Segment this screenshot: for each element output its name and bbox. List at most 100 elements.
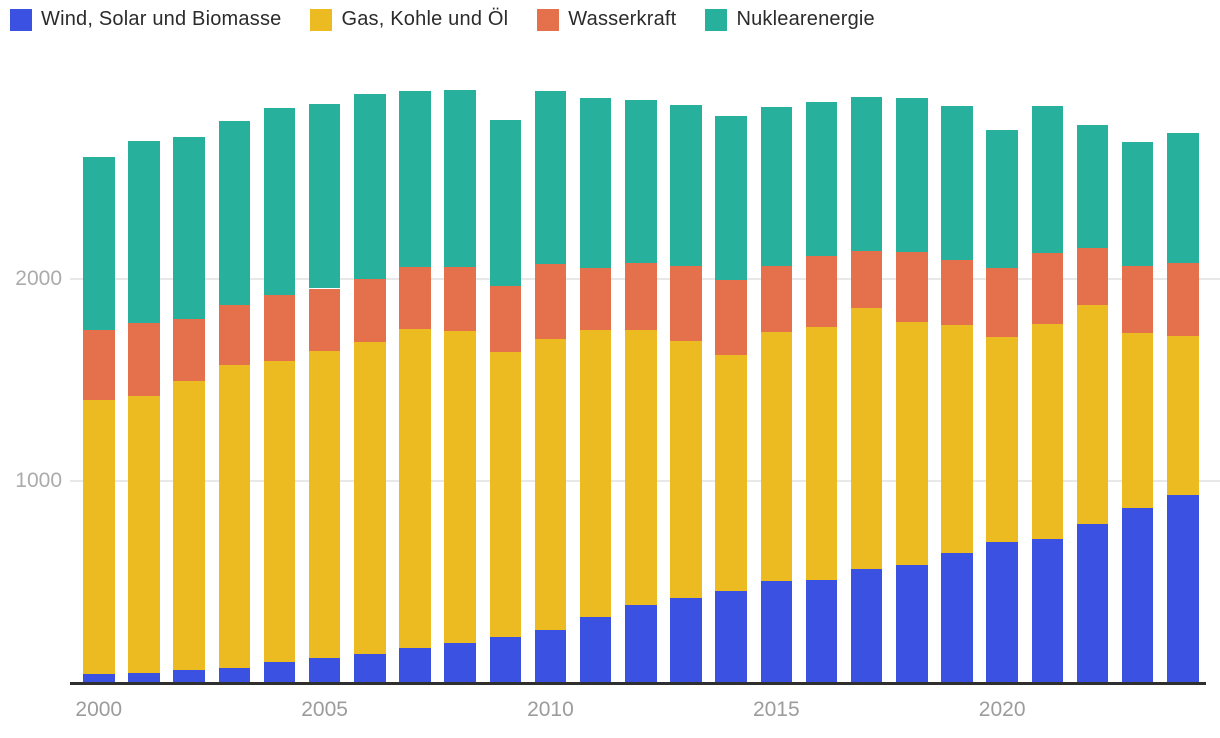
bar-segment[interactable] (850, 307, 883, 569)
bar-segment[interactable] (760, 581, 793, 683)
bar-segment[interactable] (489, 636, 522, 683)
legend-item-wasserkraft[interactable]: Wasserkraft (537, 8, 676, 31)
bar-segment[interactable] (1076, 304, 1109, 524)
bar-segment[interactable] (308, 351, 341, 658)
bar-segment[interactable] (941, 324, 973, 553)
bar-segment[interactable] (1121, 142, 1154, 267)
bar-segment[interactable] (715, 280, 747, 356)
bar-segment[interactable] (128, 396, 160, 673)
bar-segment[interactable] (1076, 248, 1109, 305)
bar-segment[interactable] (308, 288, 341, 352)
bar-segment[interactable] (805, 256, 838, 327)
bar-segment[interactable] (354, 653, 386, 683)
bar-segment[interactable] (896, 97, 928, 253)
bar-segment[interactable] (1031, 105, 1064, 254)
bar-segment[interactable] (308, 103, 341, 289)
bar-segment[interactable] (444, 267, 476, 331)
bar-segment[interactable] (444, 330, 476, 643)
bar-segment[interactable] (941, 260, 973, 325)
bar-segment[interactable] (625, 605, 657, 683)
bar-segment[interactable] (625, 99, 657, 264)
bar-segment[interactable] (670, 104, 702, 267)
bar-segment[interactable] (489, 286, 522, 353)
bar-segment[interactable] (399, 90, 431, 268)
bar-segment[interactable] (354, 93, 386, 280)
bar-segment[interactable] (715, 115, 747, 281)
bar-segment[interactable] (399, 328, 431, 648)
bar-segment[interactable] (805, 580, 838, 683)
bar-segment[interactable] (218, 667, 250, 683)
bar-segment[interactable] (263, 361, 296, 662)
bar-segment[interactable] (986, 130, 1018, 269)
bar-segment[interactable] (128, 141, 160, 323)
bar-segment[interactable] (760, 106, 793, 267)
bar-segment[interactable] (1031, 253, 1064, 324)
bar-segment[interactable] (1121, 266, 1154, 333)
bar-segment[interactable] (579, 617, 612, 683)
bar-segment[interactable] (534, 90, 567, 265)
bar-segment[interactable] (308, 657, 341, 683)
bar-segment[interactable] (218, 121, 250, 305)
legend-item-wind-solar-biomasse[interactable]: Wind, Solar und Biomasse (10, 8, 281, 31)
bar-segment[interactable] (625, 263, 657, 330)
legend-item-gas-kohle-oel[interactable]: Gas, Kohle und Öl (310, 8, 508, 31)
bar-segment[interactable] (1121, 332, 1154, 509)
bar-segment[interactable] (1167, 335, 1199, 496)
bar-segment[interactable] (850, 251, 883, 308)
bar-segment[interactable] (670, 266, 702, 341)
bar-segment[interactable] (263, 107, 296, 295)
bar-segment[interactable] (670, 598, 702, 683)
bar-segment[interactable] (489, 352, 522, 637)
bar-segment[interactable] (986, 268, 1018, 337)
bar-segment[interactable] (715, 355, 747, 592)
bar-segment[interactable] (986, 336, 1018, 542)
bar-segment[interactable] (173, 381, 205, 670)
bar-segment[interactable] (579, 97, 612, 269)
bar-segment[interactable] (354, 341, 386, 654)
bar-segment[interactable] (896, 564, 928, 683)
bar-segment[interactable] (489, 119, 522, 287)
bar-segment[interactable] (625, 329, 657, 606)
bar-segment[interactable] (850, 96, 883, 252)
bar-segment[interactable] (1076, 125, 1109, 249)
bar-segment[interactable] (354, 279, 386, 342)
bar-segment[interactable] (896, 321, 928, 565)
bar-segment[interactable] (1031, 323, 1064, 539)
bar-segment[interactable] (1031, 538, 1064, 683)
bar-segment[interactable] (534, 338, 567, 630)
bar-segment[interactable] (1076, 523, 1109, 683)
bar-segment[interactable] (218, 365, 250, 668)
bar-segment[interactable] (1167, 133, 1199, 264)
bar-segment[interactable] (263, 661, 296, 683)
bar-segment[interactable] (399, 267, 431, 329)
bar-segment[interactable] (760, 331, 793, 582)
bar-segment[interactable] (173, 318, 205, 382)
bar-segment[interactable] (173, 137, 205, 319)
bar-segment[interactable] (579, 329, 612, 618)
bar-segment[interactable] (128, 322, 160, 397)
bar-segment[interactable] (1167, 495, 1199, 683)
bar-segment[interactable] (444, 642, 476, 683)
bar-segment[interactable] (173, 669, 205, 683)
bar-segment[interactable] (1167, 263, 1199, 336)
bar-segment[interactable] (218, 304, 250, 366)
bar-segment[interactable] (83, 157, 115, 330)
bar-segment[interactable] (1121, 508, 1154, 683)
bar-segment[interactable] (986, 541, 1018, 683)
bar-segment[interactable] (850, 568, 883, 683)
bar-segment[interactable] (534, 629, 567, 683)
bar-segment[interactable] (670, 340, 702, 599)
bar-segment[interactable] (399, 647, 431, 683)
bar-segment[interactable] (444, 89, 476, 268)
bar-segment[interactable] (896, 252, 928, 322)
bar-segment[interactable] (83, 400, 115, 674)
bar-segment[interactable] (941, 105, 973, 261)
bar-segment[interactable] (534, 264, 567, 339)
bar-segment[interactable] (83, 329, 115, 401)
legend-item-nuklearenergie[interactable]: Nuklearenergie (705, 8, 875, 31)
bar-segment[interactable] (941, 552, 973, 683)
bar-segment[interactable] (128, 672, 160, 683)
bar-segment[interactable] (805, 326, 838, 581)
bar-segment[interactable] (83, 673, 115, 683)
bar-segment[interactable] (579, 268, 612, 330)
